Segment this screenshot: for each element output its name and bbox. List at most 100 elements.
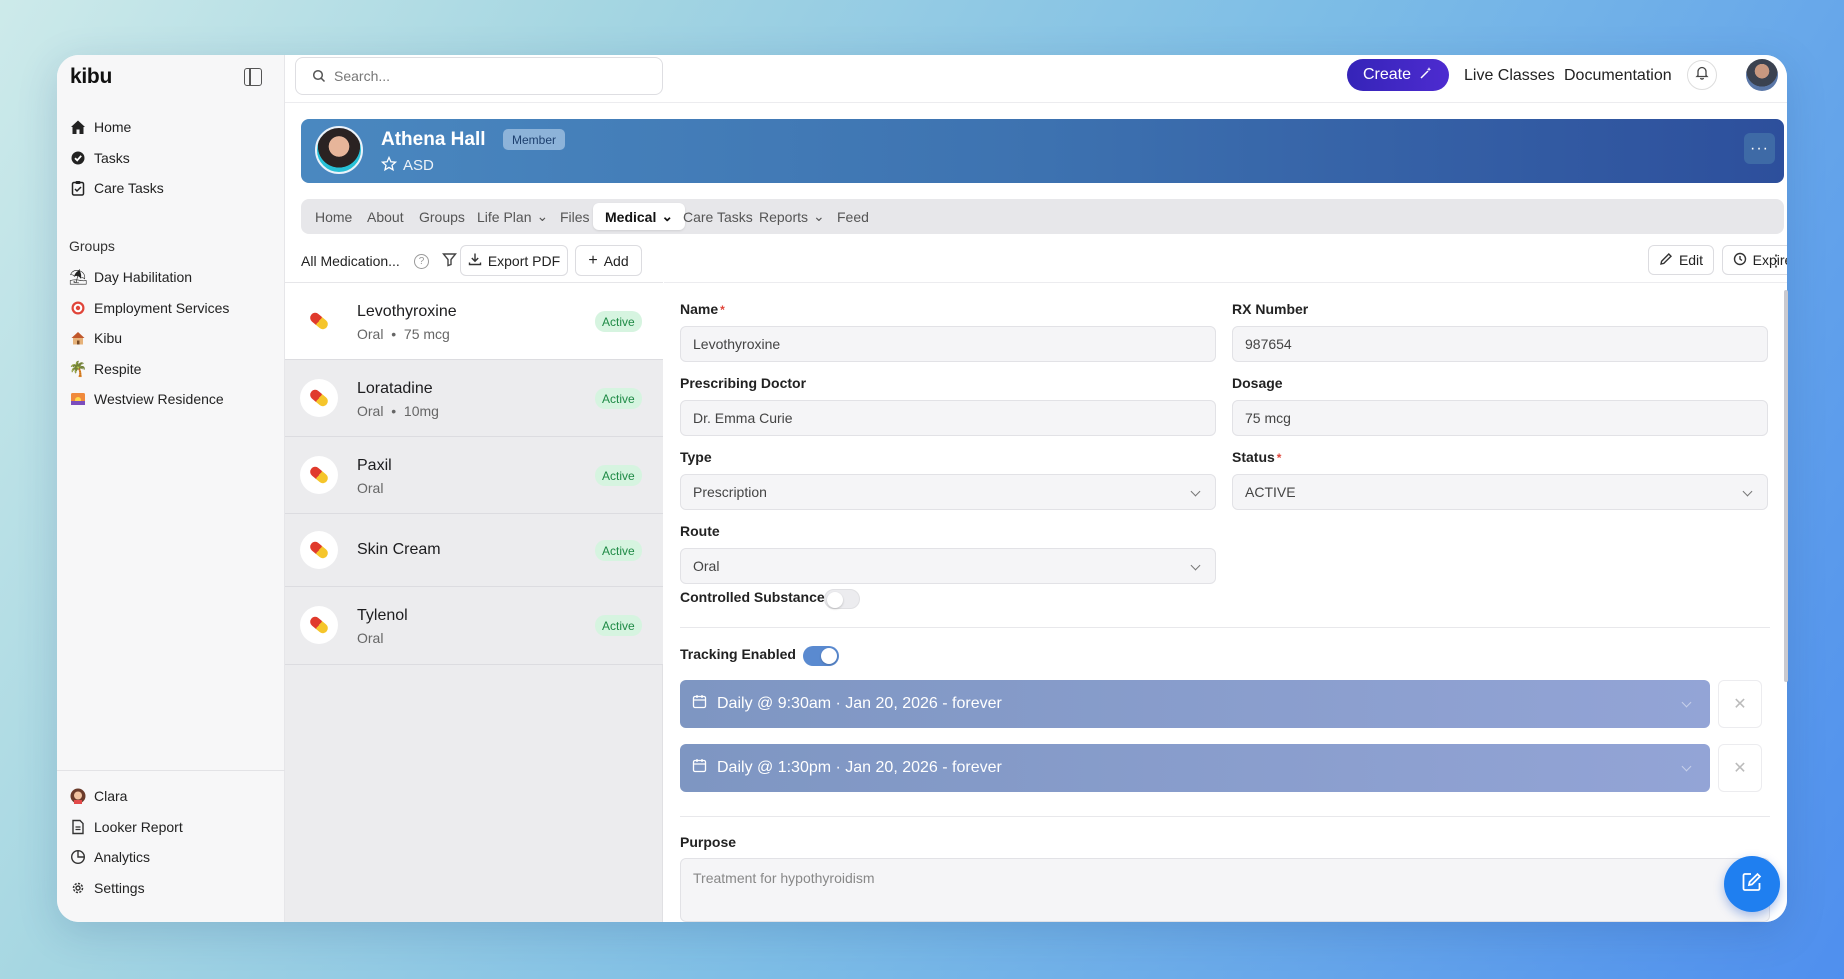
more-vertical-icon[interactable]: ⋮ [1768, 253, 1784, 270]
tab-label: Groups [419, 208, 465, 225]
tab-feed[interactable]: Feed [837, 203, 869, 230]
tab-files[interactable]: Files [560, 203, 590, 230]
profile-diagnosis-tag: ASD [403, 157, 434, 174]
prescribing-doctor-field[interactable]: Dr. Emma Curie [680, 400, 1216, 436]
user-avatar[interactable] [1746, 59, 1778, 91]
medication-name: Tylenol [357, 607, 408, 624]
medication-name: Paxil [357, 457, 392, 474]
purpose-label: Purpose [680, 834, 737, 850]
sidebar-group-kibu[interactable]: Kibu [69, 325, 122, 351]
app-logo[interactable]: kibu [70, 65, 112, 88]
sidebar-item-analytics[interactable]: Analytics [69, 844, 150, 870]
sidebar-item-clara[interactable]: Clara [69, 783, 127, 809]
remove-schedule-button[interactable]: ✕ [1718, 744, 1762, 792]
tab-label: Files [560, 208, 590, 225]
name-field[interactable]: Levothyroxine [680, 326, 1216, 362]
export-pdf-button[interactable]: Export PDF [460, 245, 568, 276]
create-button[interactable]: Create [1347, 59, 1449, 91]
sidebar-group-employment-services[interactable]: Employment Services [69, 295, 229, 321]
sidebar-item-label: Home [94, 119, 132, 135]
tab-label: Home [315, 208, 353, 225]
filter-icon[interactable] [442, 252, 457, 272]
medication-subtitle: Oral • 10mg [357, 403, 439, 419]
tab-label: Medical [605, 208, 657, 225]
dosage-field[interactable]: 75 mcg [1232, 400, 1768, 436]
medication-route: Oral [357, 403, 384, 419]
required-asterisk: * [720, 303, 725, 317]
plus-icon: + [588, 251, 598, 269]
list-toolbar: All Medication... ? Export PDF + Add [285, 239, 663, 283]
calendar-icon [692, 758, 707, 778]
sidebar-item-home[interactable]: Home [69, 114, 131, 140]
tracking-enabled-toggle[interactable] [803, 646, 839, 666]
avatar-icon [69, 787, 87, 805]
rx-number-field[interactable]: 987654 [1232, 326, 1768, 362]
sidebar-group-westview-residence[interactable]: Westview Residence [69, 386, 224, 412]
tab-label: Reports [759, 208, 809, 225]
tab-life-plan[interactable]: Life Plan ⌄ [477, 203, 548, 230]
medication-list-panel: All Medication... ? Export PDF + Add Lev… [285, 239, 663, 922]
profile-more-button[interactable]: ··· [1744, 133, 1775, 164]
tab-about[interactable]: About [367, 203, 404, 230]
schedule-row[interactable]: Daily @ 9:30am · Jan 20, 2026 - forever [680, 680, 1710, 728]
pill-icon [300, 379, 338, 417]
sidebar-divider [57, 770, 285, 771]
search-input[interactable]: Search... [295, 57, 663, 95]
required-asterisk: * [1276, 451, 1282, 465]
medication-filter-label[interactable]: All Medication... [301, 253, 400, 269]
home-icon [69, 118, 87, 136]
palm-tree-icon: 🌴 [68, 361, 88, 378]
tab-groups[interactable]: Groups [419, 203, 465, 230]
sidebar-item-care-tasks[interactable]: Care Tasks [69, 175, 164, 201]
pill-icon [300, 302, 338, 340]
controlled-substance-toggle[interactable] [824, 589, 860, 609]
remove-schedule-button[interactable]: ✕ [1718, 680, 1762, 728]
sidebar-item-looker-report[interactable]: Looker Report [69, 814, 183, 840]
schedule-row[interactable]: Daily @ 1:30pm · Jan 20, 2026 - forever [680, 744, 1710, 792]
medication-row-levothyroxine[interactable]: Levothyroxine Oral • 75 mcg Active [285, 283, 663, 360]
medication-name: Skin Cream [357, 541, 441, 558]
edit-button[interactable]: Edit [1648, 245, 1714, 275]
groups-heading: Groups [69, 238, 115, 254]
more-horizontal-icon: ··· [1750, 139, 1769, 157]
notifications-button[interactable] [1687, 60, 1717, 90]
sidebar-item-settings[interactable]: Settings [69, 875, 145, 901]
sidebar-item-tasks[interactable]: Tasks [69, 145, 130, 171]
beach-icon: ⛱ [68, 269, 88, 286]
medication-dose: 75 mcg [403, 326, 450, 342]
download-icon [468, 252, 482, 269]
type-select[interactable]: Prescription [680, 474, 1216, 510]
sidebar-toggle-icon[interactable] [244, 68, 262, 86]
member-badge: Member [503, 129, 566, 150]
medication-route: Oral [357, 326, 384, 342]
documentation-link[interactable]: Documentation [1564, 67, 1672, 84]
sidebar-item-label: Tasks [94, 150, 130, 166]
help-icon[interactable]: ? [414, 254, 429, 269]
tab-care-tasks[interactable]: Care Tasks [683, 203, 753, 230]
clock-icon [1733, 252, 1747, 269]
tab-medical[interactable]: Medical ⌄ [593, 203, 686, 230]
medication-dose: 10mg [403, 403, 439, 419]
rx-number-label: RX Number [1232, 301, 1309, 317]
tab-home[interactable]: Home [315, 203, 352, 230]
medication-row-tylenol[interactable]: Tylenol Oral Active [285, 587, 663, 665]
medication-subtitle: Oral • 75 mcg [357, 326, 450, 342]
sidebar-group-respite[interactable]: 🌴 Respite [68, 356, 142, 382]
add-medication-button[interactable]: + Add [575, 245, 642, 276]
sidebar-group-day-habilitation[interactable]: ⛱ Day Habilitation [68, 264, 192, 290]
star-icon[interactable] [380, 155, 398, 177]
medication-row-skin-cream[interactable]: Skin Cream Active [285, 514, 663, 587]
live-classes-link[interactable]: Live Classes [1464, 67, 1555, 84]
add-label: Add [603, 252, 629, 269]
field-label-text: Status [1232, 449, 1275, 465]
medication-row-paxil[interactable]: Paxil Oral Active [285, 437, 663, 514]
tab-reports[interactable]: Reports ⌄ [759, 203, 825, 230]
route-select[interactable]: Oral [680, 548, 1216, 584]
purpose-field[interactable]: Treatment for hypothyroidism [680, 858, 1770, 922]
scrollbar[interactable] [1784, 290, 1788, 682]
tab-label: Care Tasks [683, 208, 753, 225]
compose-fab-button[interactable] [1724, 856, 1780, 912]
expire-button[interactable]: Expire [1722, 245, 1787, 275]
status-select[interactable]: ACTIVE [1232, 474, 1768, 510]
medication-row-loratadine[interactable]: Loratadine Oral • 10mg Active [285, 360, 663, 437]
